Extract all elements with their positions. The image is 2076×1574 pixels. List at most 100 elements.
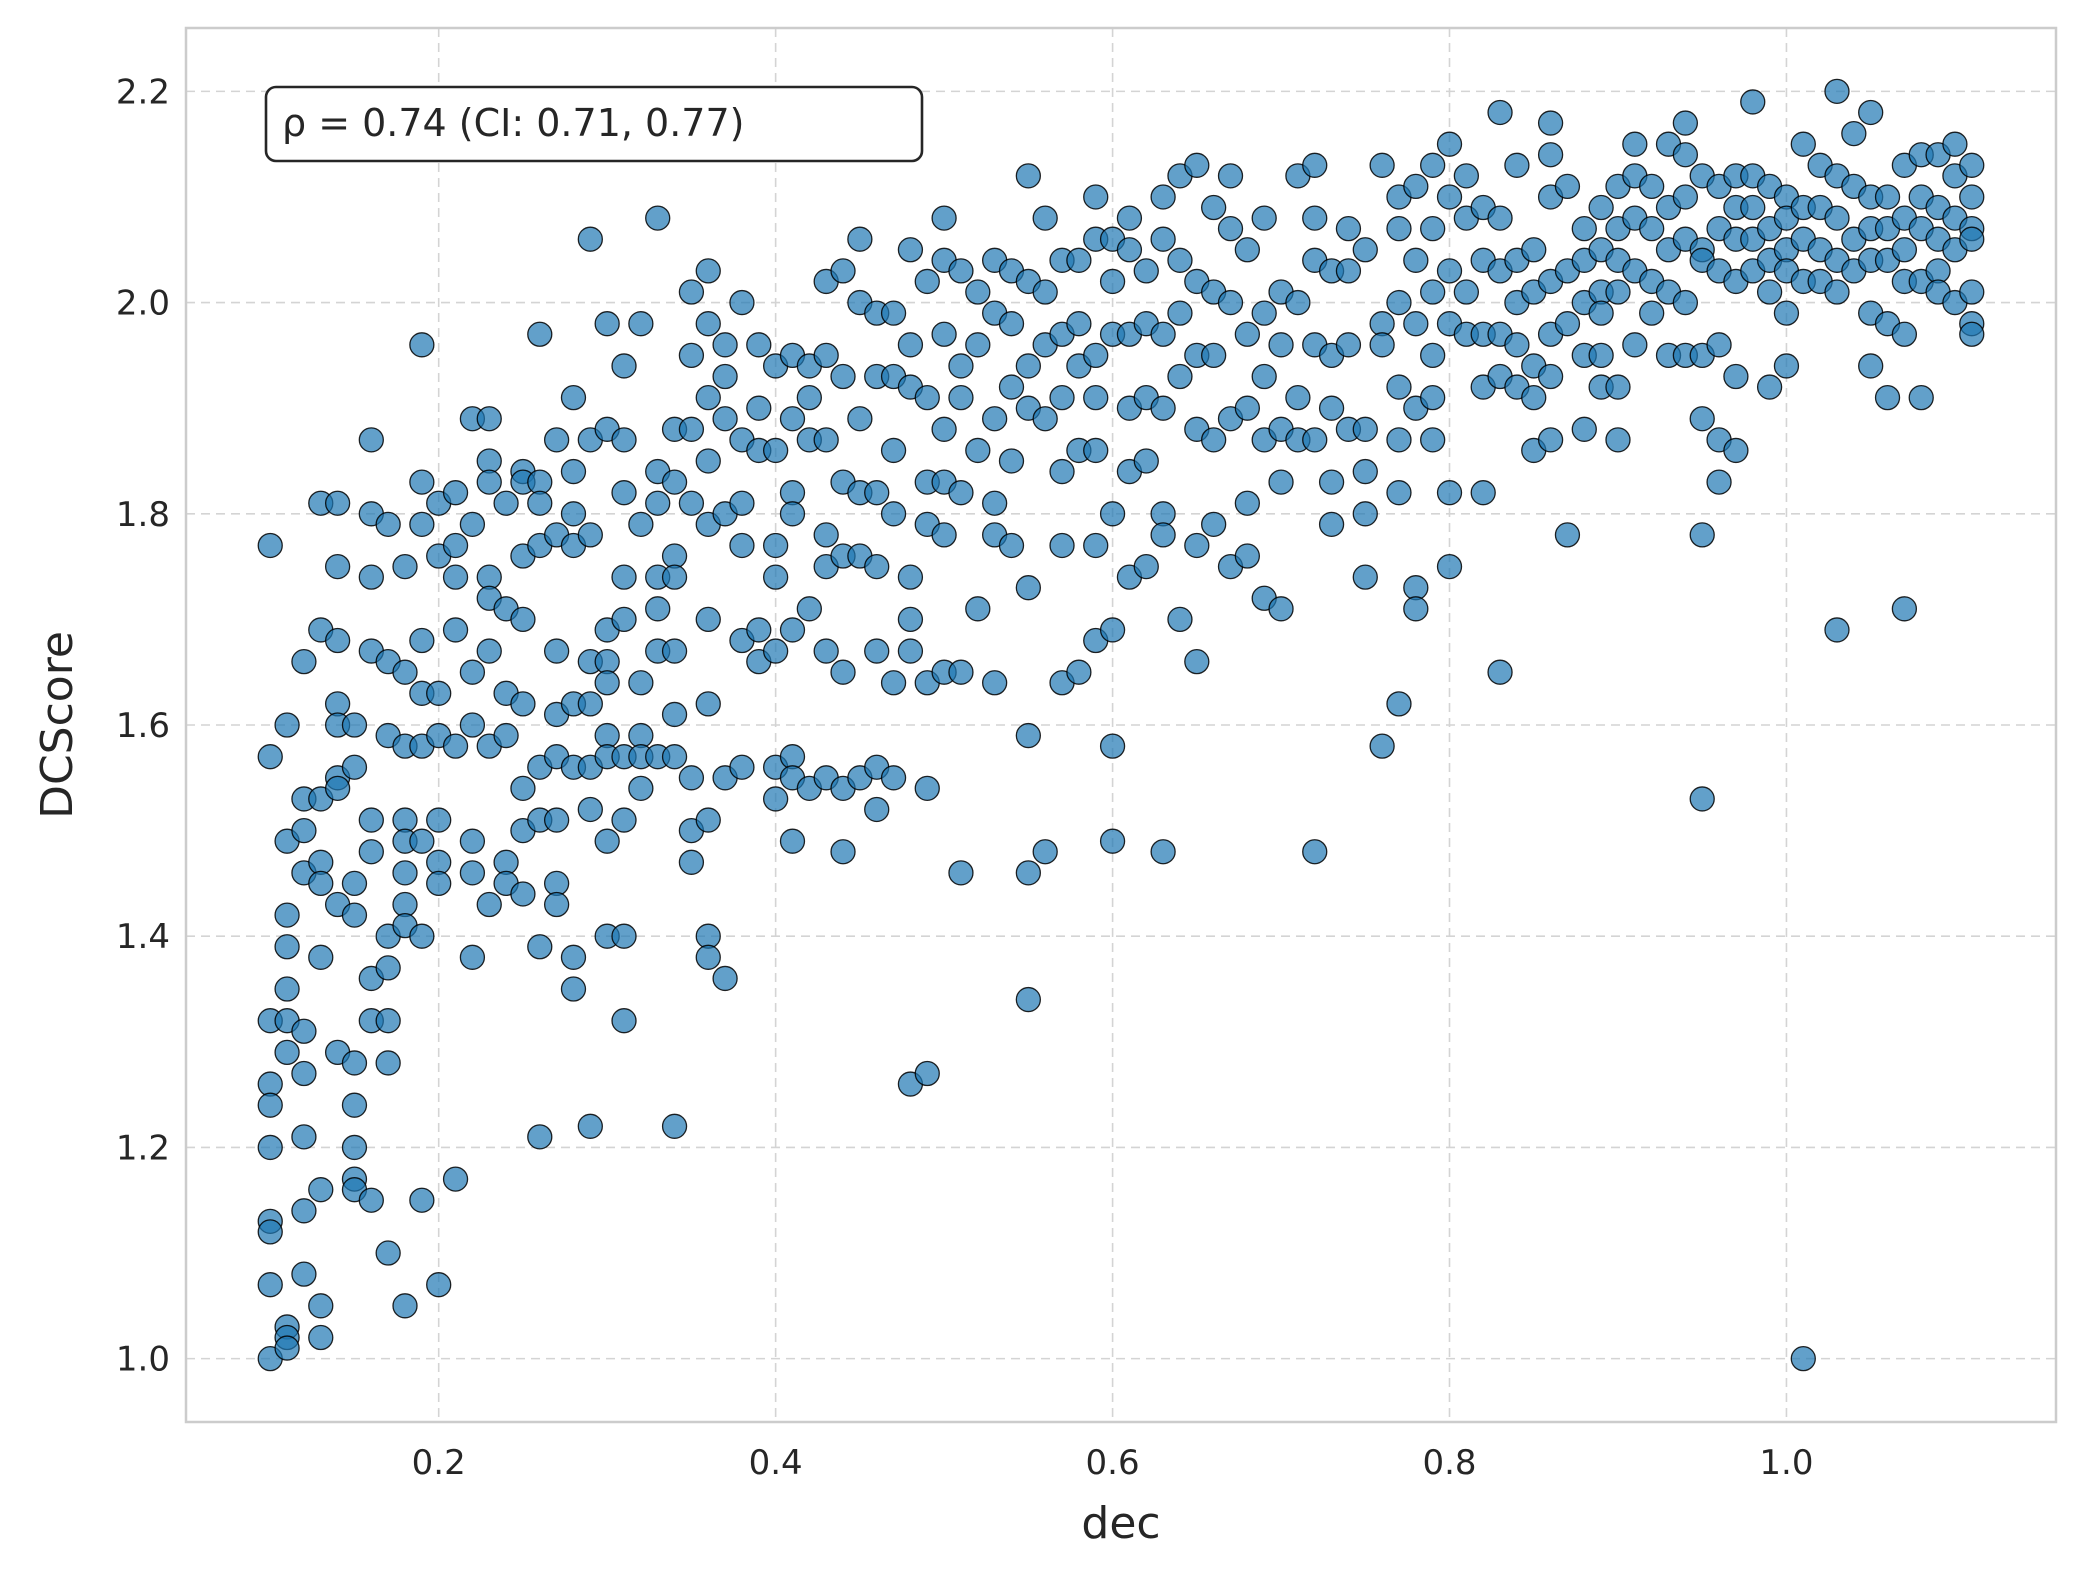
x-tick-label-2: 0.6 — [1086, 1443, 1140, 1483]
data-point — [830, 258, 856, 284]
data-point — [628, 511, 654, 537]
data-point — [779, 828, 806, 854]
data-point — [1588, 300, 1614, 326]
data-point — [611, 564, 637, 590]
data-point — [1925, 258, 1951, 284]
data-point — [813, 522, 839, 548]
data-point — [459, 511, 486, 537]
data-point — [1066, 311, 1092, 337]
data-point — [1403, 311, 1429, 337]
data-point — [1773, 353, 1800, 379]
data-point — [341, 712, 368, 738]
data-point — [1335, 258, 1362, 284]
data-point — [1537, 142, 1564, 168]
data-point — [1824, 78, 1850, 105]
data-point — [341, 902, 368, 928]
data-point — [965, 437, 991, 464]
data-point — [678, 416, 705, 442]
data-point — [1689, 786, 1715, 812]
data-point — [409, 627, 435, 654]
data-point — [695, 923, 721, 949]
data-point — [1386, 427, 1412, 453]
data-point — [830, 839, 856, 865]
data-point — [762, 638, 789, 664]
data-point — [948, 384, 974, 411]
data-point — [1521, 237, 1547, 263]
data-point — [1150, 839, 1176, 865]
data-point — [695, 448, 721, 474]
data-point — [1841, 120, 1867, 147]
data-point — [341, 870, 368, 897]
data-point — [409, 469, 435, 495]
data-point — [1015, 163, 1041, 189]
data-point — [392, 807, 418, 833]
data-point — [1874, 184, 1901, 210]
data-point — [510, 881, 536, 907]
data-point — [459, 944, 486, 970]
data-point — [1032, 279, 1058, 305]
data-point — [543, 638, 570, 664]
data-point — [661, 469, 688, 495]
data-point — [1537, 110, 1564, 136]
data-point — [1672, 289, 1699, 316]
data-point — [1217, 289, 1244, 316]
data-point — [1049, 384, 1075, 411]
data-point — [830, 363, 856, 390]
data-point — [409, 828, 435, 854]
data-point — [1622, 131, 1648, 157]
data-point — [543, 870, 570, 897]
data-point — [981, 406, 1008, 432]
data-point — [375, 1008, 401, 1034]
data-point — [1588, 342, 1614, 369]
data-point — [611, 427, 637, 453]
data-point — [1083, 384, 1109, 411]
data-point — [426, 807, 452, 833]
data-point — [1066, 247, 1092, 273]
data-point — [291, 1018, 317, 1044]
data-point — [510, 606, 536, 633]
data-point — [459, 860, 486, 886]
data-point — [914, 1060, 940, 1087]
data-point — [1487, 659, 1513, 685]
data-point — [308, 944, 334, 970]
data-point — [1756, 279, 1783, 305]
data-point — [611, 606, 637, 633]
data-point — [1504, 332, 1530, 358]
data-point — [1032, 839, 1058, 865]
data-point — [628, 670, 654, 696]
data-point — [308, 1177, 334, 1203]
data-point — [375, 1240, 401, 1266]
annotation-box — [264, 85, 924, 163]
data-point — [1436, 184, 1463, 210]
data-point — [796, 596, 822, 622]
y-tick-label-5: 2.0 — [116, 284, 170, 324]
data-point — [1436, 553, 1463, 580]
data-point — [493, 490, 519, 516]
data-point — [1268, 596, 1294, 622]
data-point — [375, 955, 401, 981]
correlation-annotation: ρ = 0.74 (CI: 0.71, 0.77) — [264, 85, 924, 163]
data-point — [274, 1039, 300, 1066]
data-point — [257, 1272, 283, 1298]
data-point — [1740, 194, 1766, 221]
data-point — [998, 448, 1025, 474]
data-point — [1571, 416, 1597, 442]
data-point — [291, 817, 317, 844]
data-point — [1959, 321, 1985, 347]
data-point — [813, 638, 839, 664]
data-point — [1453, 279, 1480, 305]
data-point — [1049, 532, 1075, 559]
data-point — [678, 279, 705, 305]
data-point — [948, 860, 974, 886]
data-point — [257, 1219, 283, 1245]
data-point — [1116, 205, 1143, 231]
data-point — [257, 744, 283, 770]
data-point — [678, 849, 705, 875]
y-tick-label-3: 1.6 — [116, 706, 170, 746]
data-point — [1099, 828, 1126, 854]
data-point — [1318, 395, 1345, 421]
data-point — [442, 480, 469, 506]
data-point — [1386, 480, 1412, 506]
data-point — [1167, 300, 1193, 326]
